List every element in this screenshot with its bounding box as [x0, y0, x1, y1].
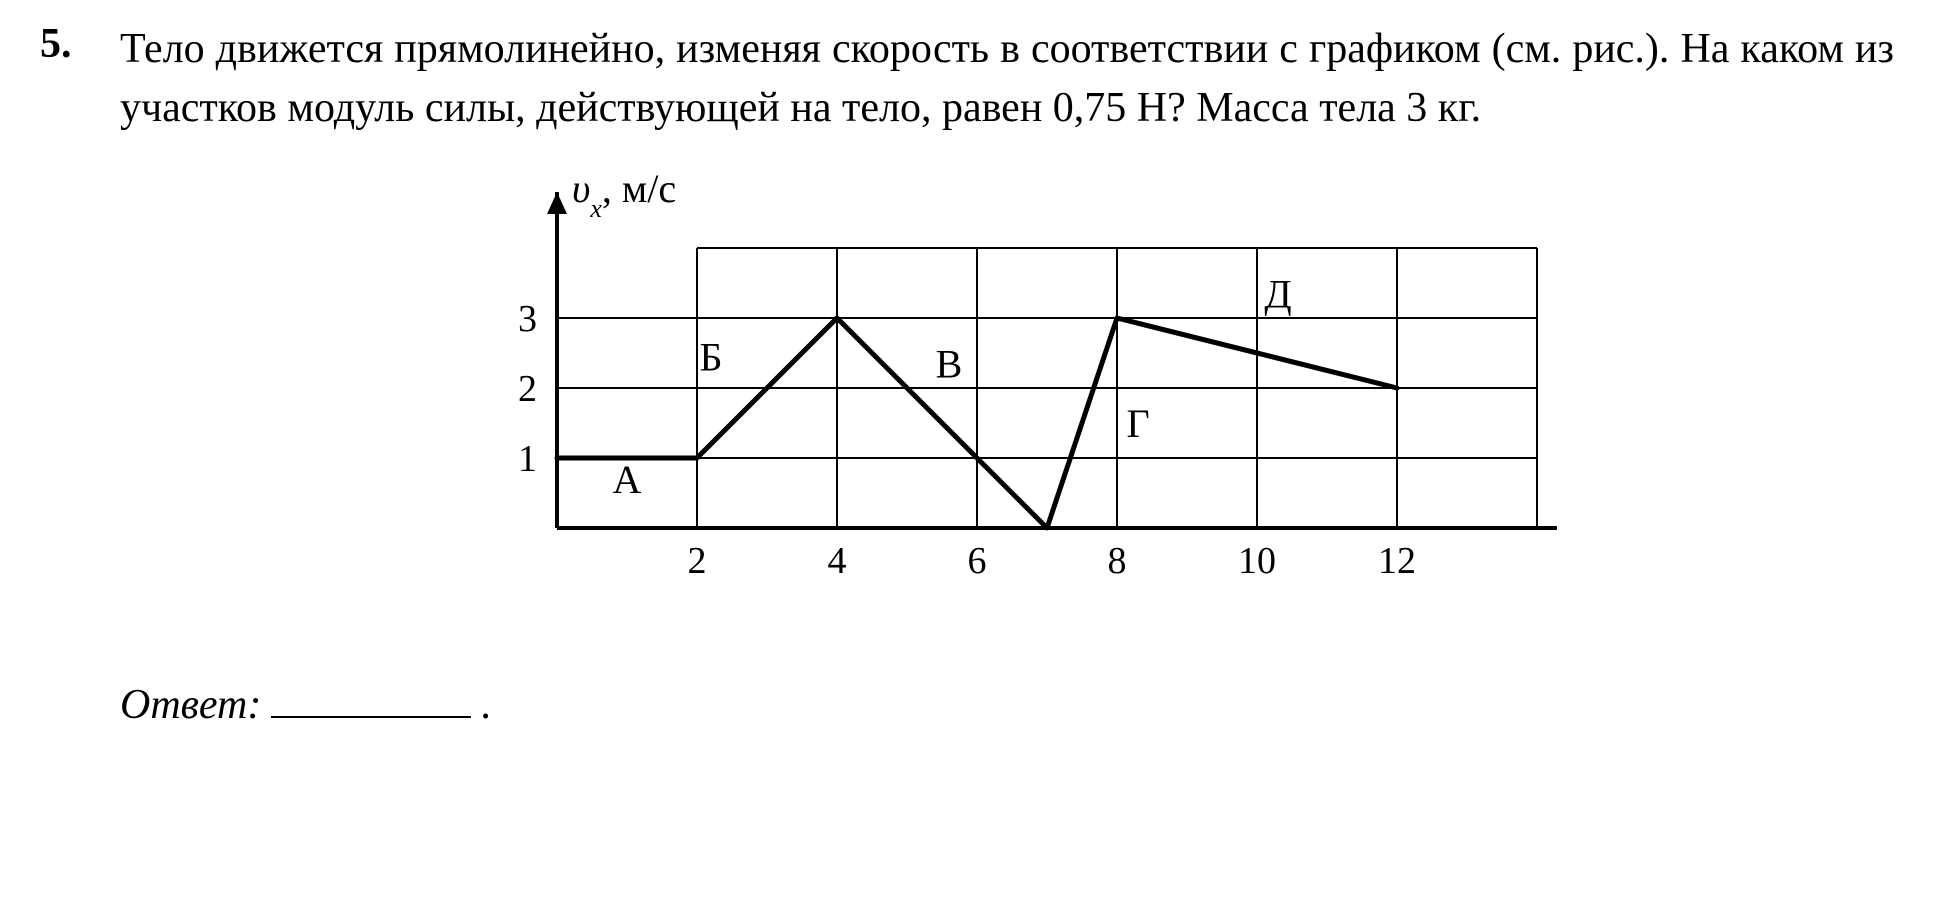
svg-text:2: 2	[688, 540, 707, 582]
svg-text:υx, м/с: υx, м/с	[572, 168, 676, 223]
svg-text:Д: Д	[1264, 271, 1291, 316]
answer-label: Ответ:	[120, 681, 261, 729]
velocity-time-chart: 24681012123υx, м/сt, сАБВГД	[457, 168, 1557, 628]
svg-text:2: 2	[518, 368, 537, 410]
answer-line: Ответ: .	[120, 668, 1894, 729]
svg-text:12: 12	[1378, 540, 1416, 582]
svg-text:4: 4	[828, 540, 847, 582]
svg-text:8: 8	[1108, 540, 1127, 582]
svg-text:Б: Б	[700, 334, 723, 379]
problem-text: Тело движется прямолинейно, изменяя скор…	[120, 20, 1894, 138]
problem-body: Тело движется прямолинейно, изменяя скор…	[120, 20, 1894, 729]
svg-text:Г: Г	[1126, 401, 1149, 446]
problem-number: 5.	[40, 20, 90, 68]
chart-wrapper: 24681012123υx, м/сt, сАБВГД	[120, 168, 1894, 628]
svg-text:А: А	[613, 457, 642, 502]
svg-text:10: 10	[1238, 540, 1276, 582]
svg-text:1: 1	[518, 438, 537, 480]
svg-text:6: 6	[968, 540, 987, 582]
svg-text:3: 3	[518, 298, 537, 340]
problem-container: 5. Тело движется прямолинейно, изменяя с…	[40, 20, 1894, 729]
answer-blank[interactable]	[271, 668, 471, 718]
answer-period: .	[481, 681, 492, 729]
svg-text:В: В	[936, 341, 963, 386]
